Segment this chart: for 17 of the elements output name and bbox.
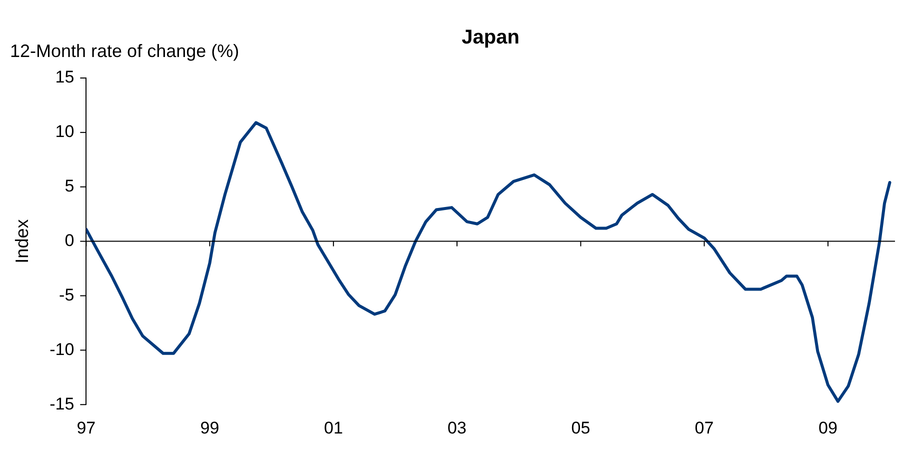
y-tick-label: -5: [59, 285, 74, 304]
x-tick-label: 97: [76, 418, 96, 438]
x-tick-label: 99: [200, 418, 220, 438]
y-tick-label: 0: [64, 230, 74, 250]
y-tick-label: 10: [55, 122, 74, 142]
chart-title: Japan: [462, 26, 520, 49]
x-tick-label: 09: [818, 418, 838, 438]
x-tick-label: 03: [448, 418, 466, 438]
y-tick-label: 15: [55, 68, 74, 87]
y-tick-label: -10: [50, 340, 74, 359]
x-tick-label: 07: [694, 418, 714, 438]
y-tick-label: -15: [50, 394, 74, 414]
x-tick-label: 05: [571, 418, 590, 438]
x-tick-label: 01: [324, 418, 343, 438]
y-tick-label: 5: [64, 176, 74, 196]
chart-subtitle: 12-Month rate of change (%): [10, 40, 240, 61]
y-axis-title: Index: [12, 219, 32, 264]
